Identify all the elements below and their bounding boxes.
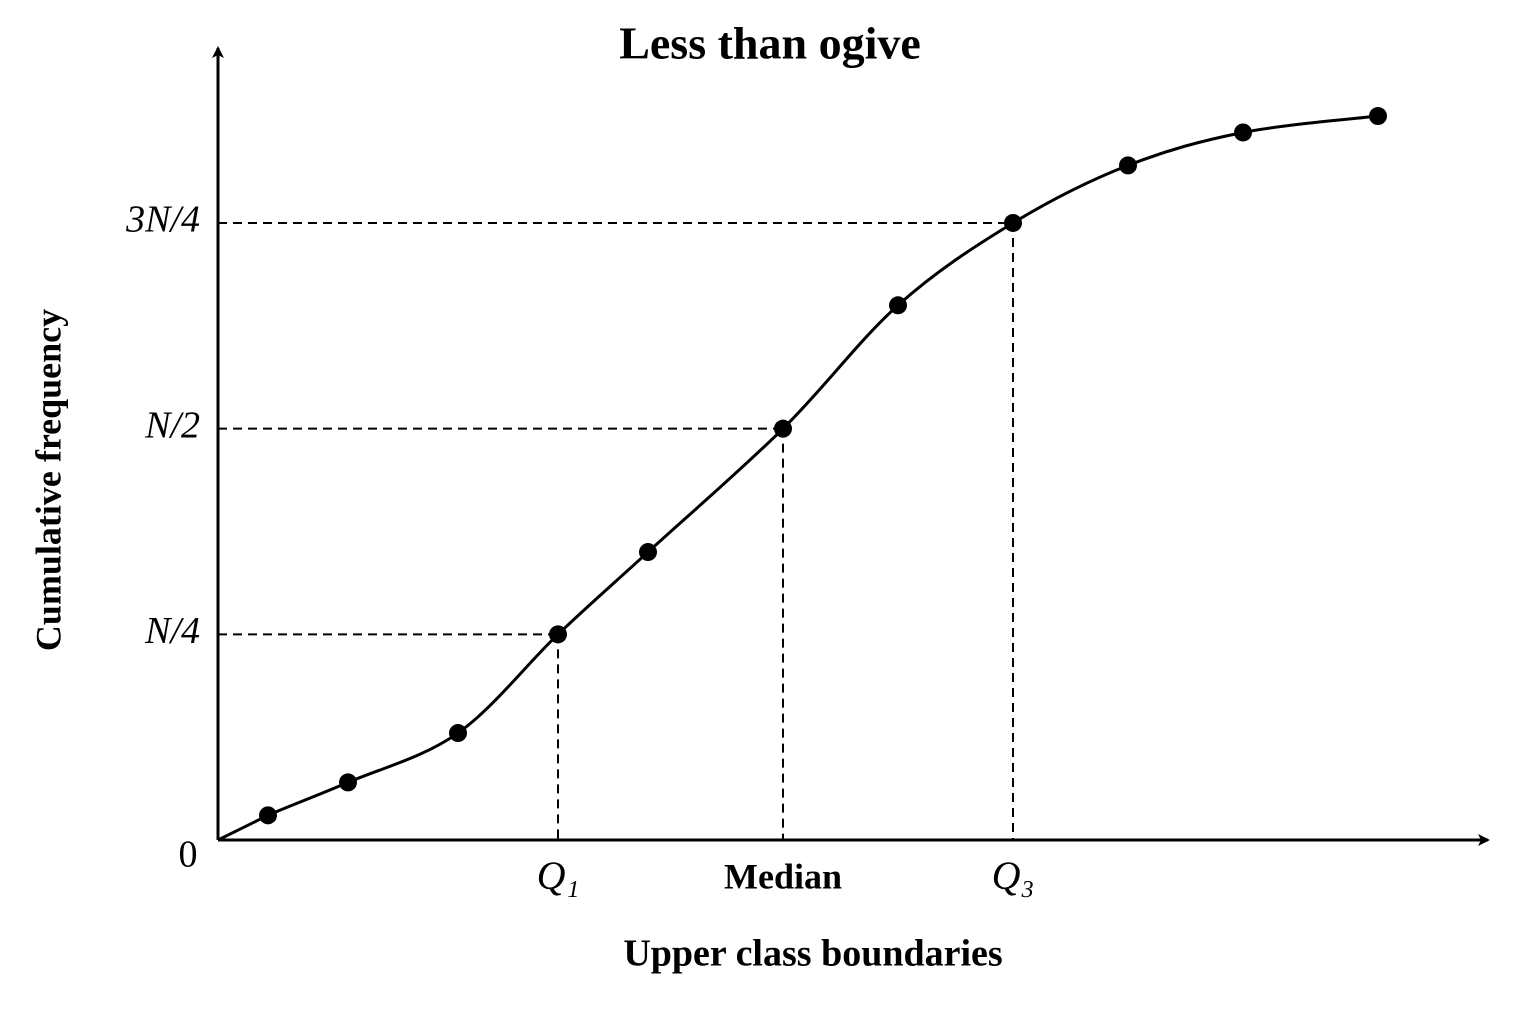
y-tick-label: 0 bbox=[179, 834, 198, 876]
data-point bbox=[1234, 123, 1252, 142]
data-point bbox=[1119, 156, 1137, 175]
data-point bbox=[639, 543, 657, 562]
curve-start bbox=[217, 813, 269, 842]
data-point bbox=[1004, 213, 1022, 232]
data-point bbox=[259, 806, 277, 825]
chart-title: Less than ogive bbox=[619, 18, 921, 69]
x-tick-label: Median bbox=[724, 856, 842, 896]
y-tick-label: 3N/4 bbox=[125, 199, 200, 241]
data-point bbox=[1369, 107, 1387, 126]
data-point bbox=[774, 419, 792, 438]
y-tick-label: N/4 bbox=[144, 610, 200, 652]
x-axis-label: Upper class boundaries bbox=[623, 933, 1002, 975]
ogive-line bbox=[267, 114, 1379, 817]
data-point bbox=[449, 724, 467, 743]
y-axis-label: Cumulative frequency bbox=[28, 309, 68, 651]
data-point bbox=[889, 296, 907, 315]
x-tick-label: Q₃ bbox=[992, 853, 1035, 898]
data-point bbox=[549, 625, 567, 644]
x-tick-label: Q₁ bbox=[537, 853, 580, 898]
y-tick-label: N/2 bbox=[144, 404, 200, 446]
data-point bbox=[339, 773, 357, 792]
